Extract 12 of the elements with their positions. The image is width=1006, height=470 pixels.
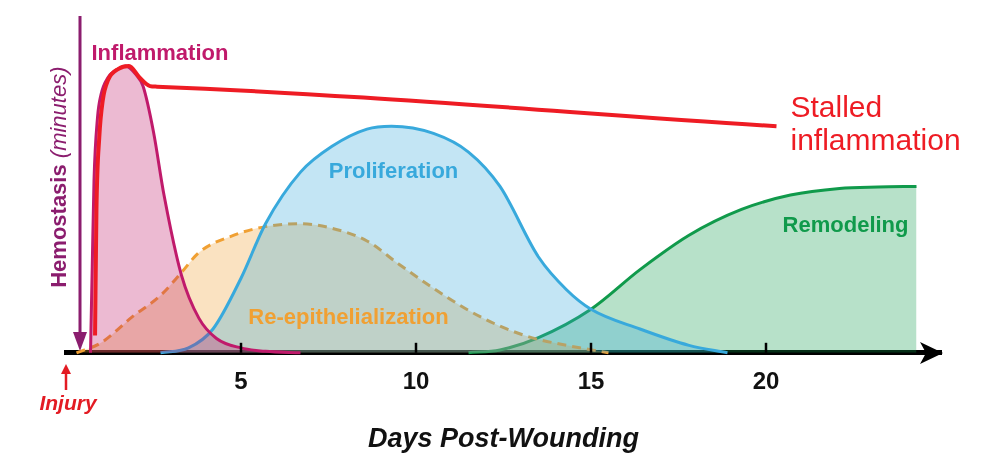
ref-line-label: Hemostasis (minutes) — [46, 66, 72, 288]
series-label: Stalled inflammation — [790, 90, 961, 157]
x-axis-title: Days Post-Wounding — [367, 423, 640, 454]
series-label: Proliferation — [328, 158, 459, 184]
text: Injury — [39, 390, 98, 414]
series-label: Re-epithelialization — [248, 303, 449, 329]
x-tick-label: 5 — [234, 366, 248, 394]
x-tick-label: 20 — [752, 366, 780, 394]
x-tick-label: 15 — [577, 366, 605, 394]
x-tick-label: 10 — [402, 366, 430, 394]
series-label: Inflammation — [91, 40, 229, 66]
series-label: Remodeling — [782, 211, 909, 237]
